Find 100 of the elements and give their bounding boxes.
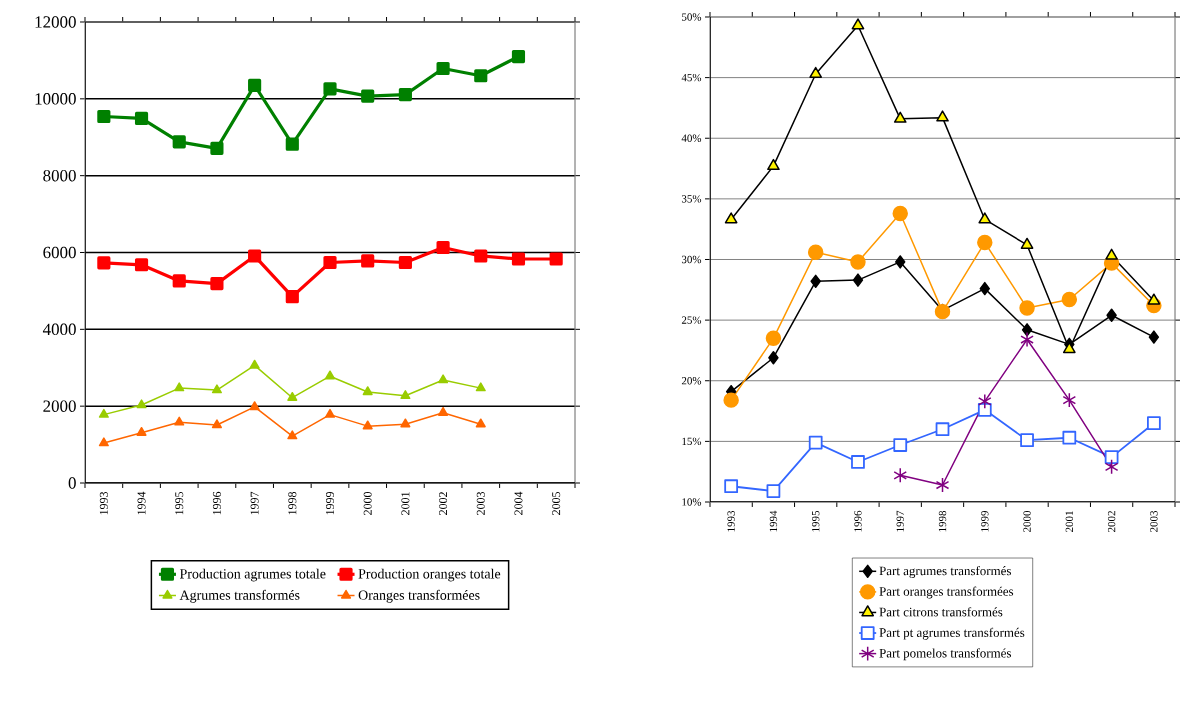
point xyxy=(978,393,992,410)
point xyxy=(1106,308,1117,322)
point xyxy=(766,484,781,498)
legend-label: Oranges transformées xyxy=(358,589,480,603)
point xyxy=(977,402,992,417)
point xyxy=(474,69,488,83)
point xyxy=(852,273,864,287)
x-tick-label: 1995 xyxy=(812,510,820,532)
x-tick-label: 2001 xyxy=(401,492,410,515)
point xyxy=(287,391,298,401)
point xyxy=(1062,392,1077,408)
point xyxy=(287,430,298,440)
x-tick-label: 2002 xyxy=(1107,511,1116,532)
point xyxy=(977,234,993,251)
legend-label: Part pt agrumes transformés xyxy=(879,627,1025,640)
point xyxy=(808,435,823,450)
x-tick-label: 1996 xyxy=(212,491,221,515)
x-tick-label: 1998 xyxy=(288,491,297,515)
point xyxy=(98,437,109,447)
x-tick-label: 1993 xyxy=(99,491,108,515)
point xyxy=(400,418,411,428)
point xyxy=(1020,331,1034,348)
x-tick-label: 1996 xyxy=(854,510,862,532)
point xyxy=(895,255,906,269)
point xyxy=(1148,330,1160,344)
point xyxy=(172,274,186,288)
point xyxy=(98,408,109,418)
point xyxy=(511,49,526,64)
point xyxy=(438,374,449,384)
point xyxy=(893,438,908,452)
y-tick-label: 2000 xyxy=(43,400,76,412)
point xyxy=(436,61,450,76)
point xyxy=(723,392,739,408)
y-tick-label: 15% xyxy=(682,437,702,446)
x-tick-label: 1995 xyxy=(175,491,184,515)
point xyxy=(935,422,950,437)
point xyxy=(210,277,224,291)
point xyxy=(248,249,262,263)
legend-label: Part citrons transformés xyxy=(879,607,1003,617)
point xyxy=(767,158,780,171)
point xyxy=(323,255,337,270)
x-tick-label: 2002 xyxy=(439,492,448,515)
point xyxy=(1020,237,1034,249)
point xyxy=(724,212,738,224)
y-tick-label: 12000 xyxy=(35,16,76,28)
point xyxy=(1062,342,1076,354)
point xyxy=(1105,248,1118,260)
point xyxy=(724,479,739,494)
point xyxy=(210,141,224,155)
point xyxy=(362,420,373,430)
legend-label: Part oranges transformées xyxy=(879,586,1014,599)
y-tick-label: 30% xyxy=(681,255,702,264)
point xyxy=(892,205,908,222)
point xyxy=(400,390,411,400)
point xyxy=(136,399,147,409)
y-tick-label: 35% xyxy=(681,195,702,203)
y-tick-label: 25% xyxy=(681,316,702,324)
point xyxy=(1104,459,1119,475)
point xyxy=(249,359,260,369)
point xyxy=(285,290,299,304)
y-tick-label: 4000 xyxy=(42,323,76,336)
point xyxy=(97,256,111,270)
point xyxy=(979,281,991,296)
point xyxy=(851,18,865,30)
point xyxy=(134,258,149,272)
point xyxy=(324,370,336,380)
point xyxy=(323,82,337,96)
point xyxy=(768,350,779,365)
point xyxy=(1104,450,1119,465)
legend-label: Part pomelos transformés xyxy=(879,648,1011,661)
point xyxy=(211,384,222,394)
point xyxy=(136,426,147,436)
point xyxy=(810,274,821,289)
point xyxy=(936,110,949,122)
point xyxy=(511,252,526,266)
x-tick-label: 2000 xyxy=(363,491,372,515)
point xyxy=(285,137,299,151)
x-tick-label: 2003 xyxy=(476,491,485,515)
y-tick-label: 10000 xyxy=(35,93,76,105)
point xyxy=(935,477,950,493)
point xyxy=(172,135,186,149)
x-tick-label: 2004 xyxy=(514,491,523,515)
point xyxy=(438,406,449,416)
point xyxy=(1020,433,1034,448)
x-tick-label: 2001 xyxy=(1065,511,1074,532)
point xyxy=(436,240,450,255)
x-tick-label: 2003 xyxy=(1150,510,1158,532)
legend-label: Production agrumes totale xyxy=(179,568,326,582)
x-tick-label: 1997 xyxy=(896,510,904,532)
y-tick-label: 0 xyxy=(68,477,76,489)
y-tick-label: 40% xyxy=(681,134,702,142)
legend-label: Part agrumes transformés xyxy=(879,565,1011,578)
point xyxy=(850,254,866,270)
point xyxy=(97,109,111,124)
x-tick-label: 2005 xyxy=(552,491,561,515)
point xyxy=(893,111,907,123)
x-tick-label: 1999 xyxy=(981,510,989,532)
point xyxy=(1021,323,1033,337)
point xyxy=(893,467,908,484)
point xyxy=(174,382,185,392)
